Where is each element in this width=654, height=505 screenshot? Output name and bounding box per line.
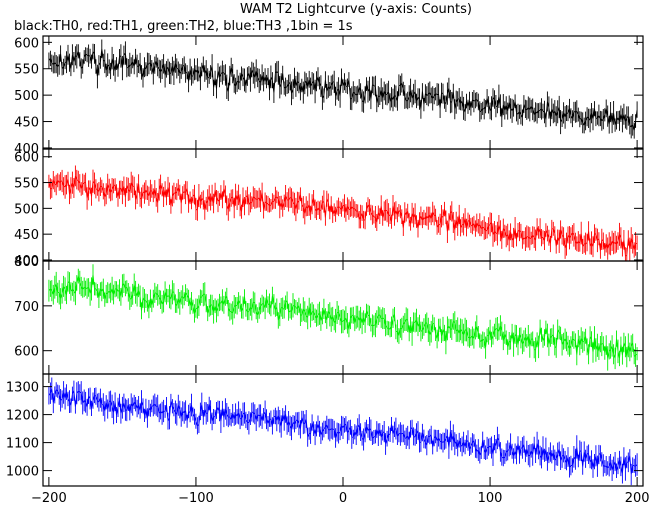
y-tick-label: 1300 [6,381,39,396]
series-th1 [48,165,638,261]
y-tick-label: 600 [14,36,39,51]
y-tick-label: 1000 [6,465,39,480]
chart-title: WAM T2 Lightcurve (y-axis: Counts) [240,2,472,17]
x-tick-label: −200 [31,491,67,505]
y-tick-label: 500 [14,89,39,104]
y-tick-label: 400 [14,142,39,157]
y-tick-label: 800 [14,255,39,270]
panel-frame-th3 [42,373,644,487]
chart-subtitle: black:TH0, red:TH1, green:TH2, blue:TH3 … [14,19,353,34]
series-th3 [48,377,638,486]
y-tick-label: 400 [14,254,39,269]
panels-group: 4004505005506004004505005506006007008001… [6,35,650,505]
y-tick-label: 600 [14,151,39,166]
x-tick-label: 100 [478,491,503,505]
series-th0 [48,39,638,139]
y-tick-label: 1100 [6,437,39,452]
y-tick-label: 450 [14,116,39,131]
y-tick-label: 700 [14,300,39,315]
y-tick-label: 600 [14,345,39,360]
y-tick-label: 500 [14,202,39,217]
x-tick-label: 0 [339,491,347,505]
y-tick-label: 550 [14,177,39,192]
x-tick-label: −100 [178,491,214,505]
series-th2 [48,264,638,371]
y-tick-label: 450 [14,228,39,243]
x-tick-label: 200 [625,491,650,505]
y-tick-label: 1200 [6,409,39,424]
y-tick-label: 550 [14,63,39,78]
